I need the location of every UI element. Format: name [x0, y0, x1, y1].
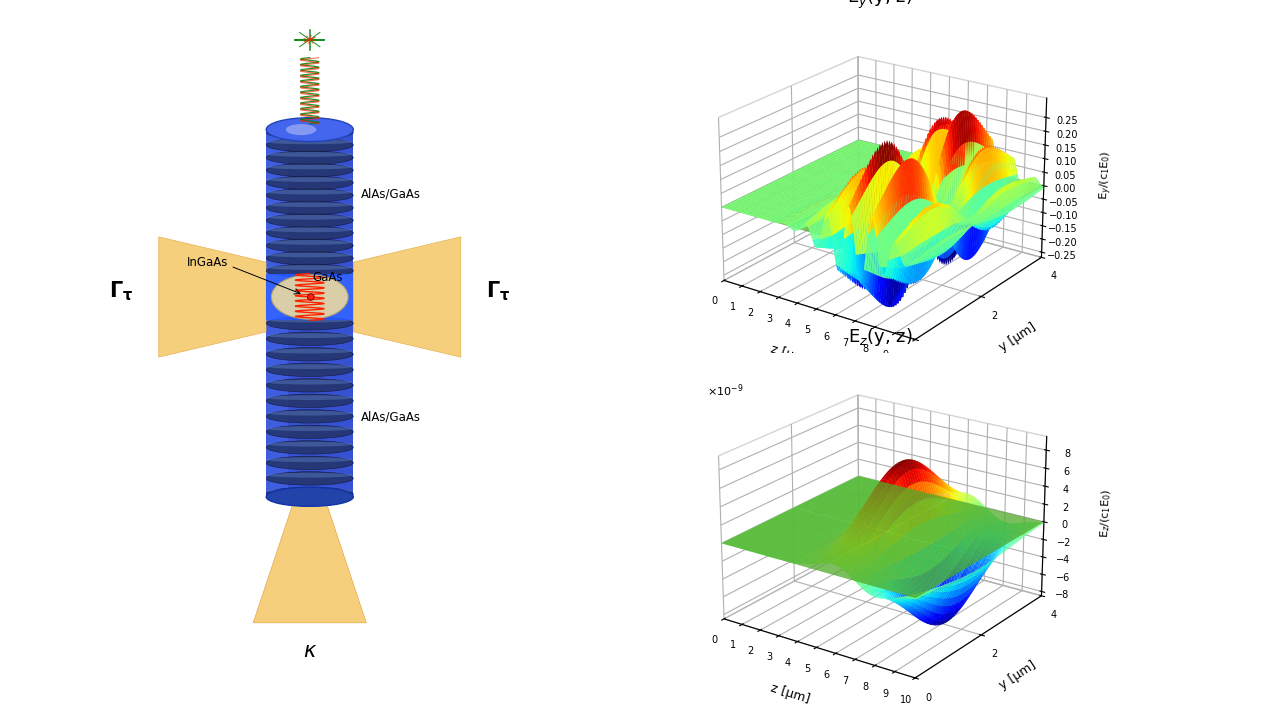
- Ellipse shape: [266, 140, 353, 144]
- Text: $\mathbf{\Gamma_\tau}$: $\mathbf{\Gamma_\tau}$: [486, 279, 511, 303]
- Title: E$_y$(y, z): E$_y$(y, z): [847, 0, 913, 12]
- Ellipse shape: [266, 395, 353, 400]
- Ellipse shape: [266, 488, 353, 493]
- Ellipse shape: [266, 127, 353, 132]
- Ellipse shape: [266, 487, 353, 506]
- X-axis label: z [μm]: z [μm]: [769, 343, 812, 367]
- Ellipse shape: [266, 239, 353, 252]
- FancyBboxPatch shape: [266, 274, 353, 320]
- Ellipse shape: [266, 411, 353, 415]
- Ellipse shape: [266, 126, 353, 139]
- Text: $\mathbf{\Gamma_\tau}$: $\mathbf{\Gamma_\tau}$: [109, 279, 133, 303]
- Ellipse shape: [266, 215, 353, 220]
- Ellipse shape: [266, 379, 353, 384]
- Ellipse shape: [266, 441, 353, 454]
- Ellipse shape: [266, 348, 353, 361]
- Ellipse shape: [266, 214, 353, 228]
- Ellipse shape: [266, 152, 353, 157]
- Ellipse shape: [271, 275, 348, 319]
- Ellipse shape: [285, 124, 316, 135]
- Ellipse shape: [266, 317, 353, 330]
- Ellipse shape: [266, 151, 353, 164]
- Ellipse shape: [266, 425, 353, 438]
- Ellipse shape: [266, 189, 353, 202]
- Ellipse shape: [266, 138, 353, 152]
- Ellipse shape: [266, 364, 353, 369]
- Title: E$_z$(y, z): E$_z$(y, z): [847, 325, 913, 348]
- FancyBboxPatch shape: [266, 130, 353, 274]
- FancyBboxPatch shape: [266, 320, 353, 497]
- Ellipse shape: [266, 202, 353, 207]
- Ellipse shape: [266, 117, 353, 141]
- Ellipse shape: [266, 228, 353, 233]
- Text: InGaAs: InGaAs: [187, 256, 228, 269]
- Text: AlAs/GaAs: AlAs/GaAs: [361, 188, 421, 201]
- Polygon shape: [253, 499, 366, 623]
- Ellipse shape: [266, 177, 353, 182]
- Ellipse shape: [266, 426, 353, 431]
- Ellipse shape: [266, 457, 353, 462]
- Ellipse shape: [266, 442, 353, 446]
- Ellipse shape: [266, 379, 353, 392]
- Ellipse shape: [266, 190, 353, 194]
- Ellipse shape: [266, 226, 353, 240]
- Ellipse shape: [307, 294, 314, 300]
- Ellipse shape: [266, 264, 353, 277]
- Polygon shape: [159, 237, 266, 357]
- Ellipse shape: [266, 410, 353, 423]
- Ellipse shape: [266, 472, 353, 485]
- Ellipse shape: [266, 332, 353, 346]
- Y-axis label: y [μm]: y [μm]: [997, 659, 1038, 692]
- Ellipse shape: [266, 253, 353, 257]
- Ellipse shape: [266, 163, 353, 177]
- Polygon shape: [353, 237, 461, 357]
- Y-axis label: y [μm]: y [μm]: [997, 320, 1038, 354]
- Ellipse shape: [266, 333, 353, 338]
- Ellipse shape: [266, 487, 353, 500]
- FancyBboxPatch shape: [266, 130, 288, 274]
- Ellipse shape: [266, 265, 353, 270]
- Ellipse shape: [266, 348, 353, 354]
- Ellipse shape: [266, 394, 353, 408]
- X-axis label: z [μm]: z [μm]: [769, 681, 812, 706]
- Text: GaAs: GaAs: [312, 271, 343, 284]
- Ellipse shape: [266, 363, 353, 377]
- Ellipse shape: [266, 201, 353, 215]
- Ellipse shape: [266, 318, 353, 323]
- Ellipse shape: [266, 176, 353, 189]
- Ellipse shape: [266, 251, 353, 265]
- Ellipse shape: [266, 473, 353, 477]
- Ellipse shape: [266, 240, 353, 245]
- Ellipse shape: [266, 165, 353, 169]
- Text: $\times 10^{-9}$: $\times 10^{-9}$: [708, 383, 744, 400]
- Ellipse shape: [266, 456, 353, 469]
- Text: AlAs/GaAs: AlAs/GaAs: [361, 411, 421, 424]
- Text: $\kappa$: $\kappa$: [302, 641, 317, 661]
- FancyBboxPatch shape: [266, 320, 288, 497]
